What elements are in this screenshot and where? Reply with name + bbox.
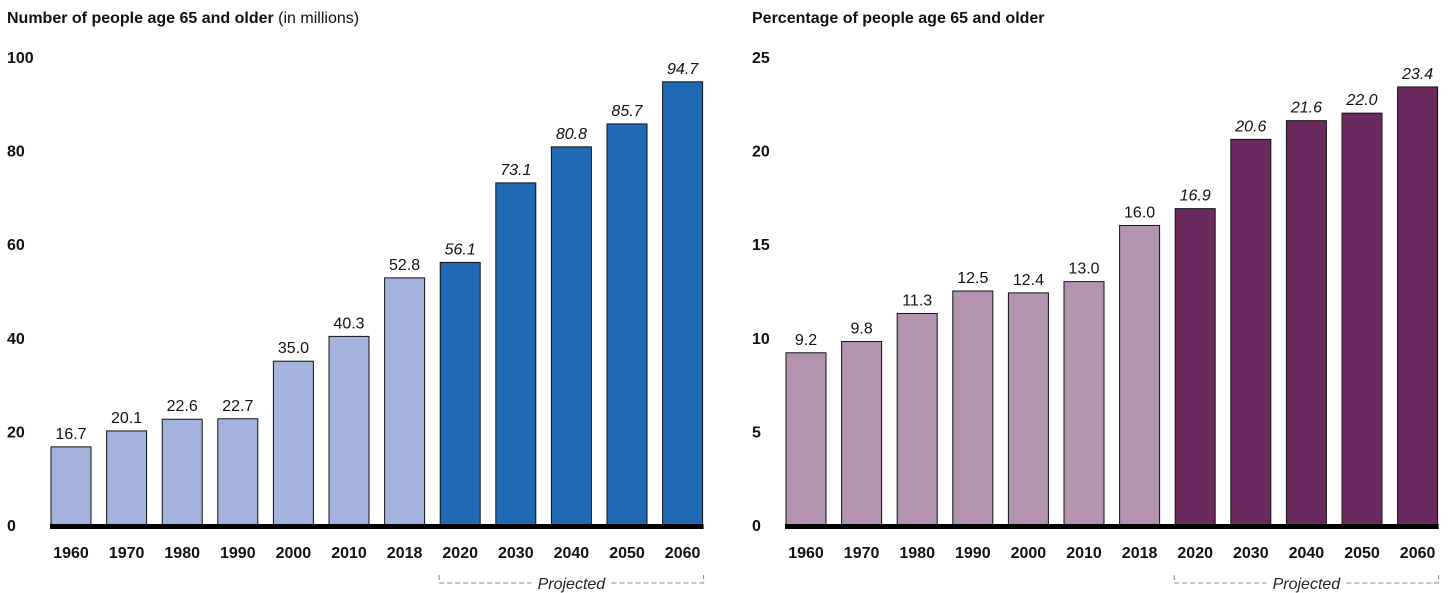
left-x-tick-label: 2060 xyxy=(665,545,701,562)
right-x-tick-label: 2060 xyxy=(1400,545,1436,562)
left-y-tick-label: 100 xyxy=(7,50,34,67)
right-bar-value-label: 16.9 xyxy=(1180,188,1211,205)
right-bar-value-label: 13.0 xyxy=(1068,261,1099,278)
left-x-tick-label: 2020 xyxy=(442,545,478,562)
left-bar xyxy=(106,430,148,526)
right-bar-value-label: 16.0 xyxy=(1124,204,1155,221)
right-chart-title: Percentage of people age 65 and older xyxy=(752,10,1045,28)
left-bar-value-label: 22.6 xyxy=(167,398,198,415)
left-projected-bracket-right xyxy=(611,575,705,584)
left-x-tick-label: 2018 xyxy=(387,545,423,562)
left-chart-title: Number of people age 65 and older (in mi… xyxy=(7,10,359,28)
left-bar xyxy=(606,123,648,526)
right-bar xyxy=(1285,120,1327,526)
right-y-tick-label: 0 xyxy=(752,518,761,535)
left-bar xyxy=(272,360,314,526)
right-bar-value-label: 11.3 xyxy=(902,292,932,309)
left-bar xyxy=(384,277,426,526)
right-chart-title-main: Percentage of people age 65 and older xyxy=(752,10,1045,27)
left-projected-label: Projected xyxy=(538,576,607,593)
left-bar-value-label: 22.7 xyxy=(222,398,253,415)
right-bar xyxy=(1063,281,1105,526)
left-y-tick-label: 40 xyxy=(7,331,25,348)
left-chart-title-main: Number of people age 65 and older xyxy=(7,10,274,27)
left-bar xyxy=(50,446,92,526)
left-bar xyxy=(550,146,592,526)
right-bar-value-label: 21.6 xyxy=(1290,100,1322,117)
right-x-tick-label: 2018 xyxy=(1122,545,1158,562)
right-y-tick-label: 20 xyxy=(752,144,770,161)
left-bar-value-label: 56.1 xyxy=(445,241,476,258)
right-y-tick-label: 10 xyxy=(752,331,770,348)
left-x-tick-label: 1990 xyxy=(220,545,256,562)
right-bar xyxy=(1230,138,1272,526)
right-bar xyxy=(1007,292,1049,526)
left-bar-value-label: 73.1 xyxy=(500,162,531,179)
left-y-tick-label: 0 xyxy=(7,518,16,535)
left-bar xyxy=(161,418,203,526)
right-bar xyxy=(896,312,938,526)
right-bar-value-label: 9.8 xyxy=(850,321,872,338)
right-x-tick-label: 1980 xyxy=(899,545,935,562)
left-x-tick-label: 2030 xyxy=(498,545,534,562)
left-bar-value-label: 85.7 xyxy=(611,103,643,120)
right-projected-label: Projected xyxy=(1273,576,1342,593)
left-y-tick-label: 80 xyxy=(7,144,25,161)
right-bar xyxy=(841,341,883,526)
left-x-tick-label: 2010 xyxy=(331,545,367,562)
left-bar xyxy=(328,335,370,526)
left-y-tick-label: 20 xyxy=(7,424,25,441)
left-x-tick-label: 1980 xyxy=(164,545,200,562)
left-bar xyxy=(217,418,259,526)
right-bar xyxy=(1119,224,1161,526)
right-bar xyxy=(952,290,994,526)
right-projected-bracket-left xyxy=(1173,575,1267,584)
right-x-tick-label: 2040 xyxy=(1289,545,1325,562)
right-projected-bracket-right xyxy=(1346,575,1440,584)
left-bar-value-label: 52.8 xyxy=(389,257,420,274)
right-bar xyxy=(1341,112,1383,526)
left-x-tick-label: 1970 xyxy=(109,545,145,562)
right-x-tick-label: 2010 xyxy=(1066,545,1102,562)
left-bar-value-label: 94.7 xyxy=(667,61,699,78)
right-x-tick-label: 1990 xyxy=(955,545,991,562)
right-x-tick-label: 2020 xyxy=(1177,545,1213,562)
left-bar xyxy=(495,182,537,526)
left-x-tick-label: 2050 xyxy=(609,545,645,562)
right-y-tick-label: 5 xyxy=(752,424,761,441)
right-bar-value-label: 12.4 xyxy=(1013,272,1044,289)
right-bar xyxy=(1174,208,1216,526)
right-bar-value-label: 9.2 xyxy=(795,332,817,349)
right-baseline xyxy=(785,524,1439,529)
right-x-tick-label: 2030 xyxy=(1233,545,1269,562)
right-bar-value-label: 22.0 xyxy=(1345,92,1377,109)
left-x-tick-label: 1960 xyxy=(53,545,89,562)
right-bar xyxy=(785,352,827,526)
left-bar-value-label: 40.3 xyxy=(333,315,364,332)
left-y-tick-label: 60 xyxy=(7,237,25,254)
left-projected-bracket-left xyxy=(438,575,532,584)
left-bar-value-label: 80.8 xyxy=(556,126,587,143)
right-x-tick-label: 1970 xyxy=(844,545,880,562)
right-bar-value-label: 12.5 xyxy=(957,270,988,287)
left-bar-value-label: 16.7 xyxy=(55,426,86,443)
left-chart-subtitle: (in millions) xyxy=(278,10,360,27)
left-x-tick-label: 2000 xyxy=(276,545,312,562)
right-bar-value-label: 20.6 xyxy=(1234,118,1266,135)
left-bar-value-label: 20.1 xyxy=(111,410,142,427)
right-x-tick-label: 2000 xyxy=(1011,545,1047,562)
left-bar xyxy=(439,261,481,526)
left-bar xyxy=(662,81,704,526)
right-bar-value-label: 23.4 xyxy=(1401,66,1433,83)
right-x-tick-label: 2050 xyxy=(1344,545,1380,562)
left-baseline xyxy=(50,524,704,529)
left-bar-value-label: 35.0 xyxy=(278,340,309,357)
right-y-tick-label: 25 xyxy=(752,50,770,67)
right-bar xyxy=(1397,86,1439,526)
right-x-tick-label: 1960 xyxy=(788,545,824,562)
right-y-tick-label: 15 xyxy=(752,237,770,254)
left-x-tick-label: 2040 xyxy=(554,545,590,562)
